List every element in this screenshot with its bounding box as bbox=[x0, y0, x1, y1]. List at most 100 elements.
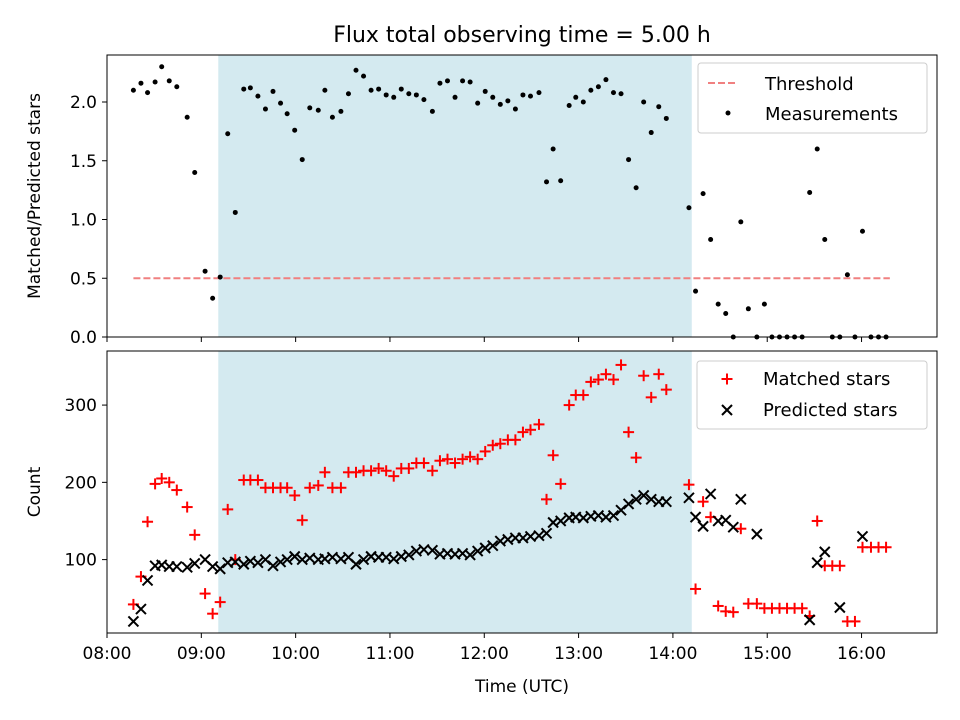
predicted-star-point-b bbox=[637, 489, 650, 502]
matched-star-point bbox=[214, 596, 226, 608]
predicted-star-point-b bbox=[502, 533, 514, 546]
matched-star-point bbox=[600, 368, 612, 380]
matched-star-point bbox=[434, 455, 446, 467]
matched-star-point bbox=[189, 529, 201, 541]
matched-star-point bbox=[487, 439, 499, 451]
predicted-star-point-b bbox=[350, 558, 362, 570]
measurement-point bbox=[527, 93, 533, 99]
bottom-panel: 08:00 09:00 10:00 11:00 12:00 13:00 14:00 15:00… bbox=[25, 350, 938, 697]
measurement-point bbox=[421, 97, 427, 103]
measurement-point bbox=[437, 80, 443, 86]
predicted-star-point bbox=[630, 493, 642, 506]
predicted-star-point-b bbox=[494, 535, 507, 547]
bottom-panel-marks bbox=[127, 359, 892, 628]
predicted-star-point bbox=[471, 545, 484, 557]
predicted-star-point bbox=[554, 515, 567, 527]
measurement-point bbox=[663, 115, 669, 121]
measurement-point bbox=[152, 79, 158, 85]
predicted-star-point bbox=[735, 493, 747, 506]
x-tick-label: 16:00 bbox=[837, 644, 886, 664]
predicted-star-point-b bbox=[751, 528, 763, 540]
matched-star-point bbox=[653, 368, 665, 380]
matched-star-point bbox=[607, 374, 619, 386]
matched-star-point bbox=[171, 484, 183, 496]
predicted-star-point-b bbox=[524, 530, 537, 543]
predicted-star-point bbox=[479, 542, 491, 554]
predicted-star-point bbox=[856, 530, 869, 543]
y-tick-label: 1.5 bbox=[70, 152, 97, 172]
matched-star-point bbox=[388, 470, 400, 482]
measurement-point bbox=[255, 93, 261, 99]
predicted-star-point-b bbox=[326, 551, 339, 563]
predicted-star-point-b bbox=[426, 544, 439, 557]
predicted-star-point-b bbox=[189, 557, 201, 570]
bottom-legend: Matched stars Predicted stars bbox=[696, 360, 928, 430]
matched-star-point bbox=[811, 515, 823, 527]
predicted-star-point-b bbox=[689, 511, 702, 523]
predicted-star-point-b bbox=[135, 603, 147, 615]
measurement-point bbox=[544, 179, 550, 185]
x-tick-label: 14:00 bbox=[648, 644, 697, 664]
y-tick-label: 2.0 bbox=[70, 93, 97, 113]
matched-star-point bbox=[403, 462, 415, 474]
matched-star-point bbox=[335, 482, 347, 494]
predicted-star-point-b bbox=[222, 556, 234, 569]
predicted-star-point-b bbox=[517, 532, 529, 544]
x-tick-label: 12:00 bbox=[460, 644, 509, 664]
measurement-point bbox=[307, 105, 313, 111]
predicted-star-point-b bbox=[819, 546, 831, 558]
matched-star-point bbox=[880, 541, 892, 553]
matched-star-point bbox=[281, 482, 293, 494]
predicted-star-point bbox=[357, 553, 370, 566]
predicted-star-point bbox=[274, 556, 287, 568]
matched-star-point bbox=[712, 600, 724, 612]
measurement-point bbox=[406, 91, 412, 97]
predicted-star-point bbox=[281, 553, 293, 566]
x-axis-label: Time (UTC) bbox=[474, 677, 569, 697]
legend-matched-label: Matched stars bbox=[763, 369, 890, 390]
measurement-point bbox=[656, 104, 662, 110]
top-legend: Threshold Measurements bbox=[697, 62, 928, 134]
predicted-star-point bbox=[689, 511, 702, 523]
matched-star-point bbox=[524, 424, 536, 436]
measurement-point bbox=[345, 91, 351, 97]
predicted-star-point-b bbox=[856, 530, 869, 543]
predicted-star-point-b bbox=[712, 515, 724, 527]
predicted-star-point bbox=[660, 495, 673, 508]
matched-star-point bbox=[449, 457, 461, 469]
y-tick-label: 200 bbox=[65, 473, 97, 493]
measurement-point bbox=[648, 130, 654, 136]
predicted-star-point-b bbox=[547, 516, 559, 529]
measurement-point bbox=[184, 114, 190, 120]
predicted-star-point-b bbox=[683, 492, 695, 504]
measurement-point bbox=[210, 295, 216, 301]
y-tick-label: 0.5 bbox=[70, 269, 97, 289]
x-tick-label: 11:00 bbox=[365, 644, 414, 664]
predicted-star-point-b bbox=[410, 545, 423, 557]
matched-star-point bbox=[796, 602, 808, 614]
predicted-star-point-b bbox=[585, 510, 597, 523]
predicted-star-point bbox=[540, 527, 553, 540]
predicted-star-point-b bbox=[600, 511, 612, 523]
matched-star-point bbox=[252, 474, 264, 486]
measurement-point bbox=[368, 87, 374, 93]
matched-star-point bbox=[494, 438, 506, 450]
predicted-star-point-b bbox=[464, 549, 476, 561]
measurement-point bbox=[512, 106, 518, 112]
predicted-star-point-b bbox=[304, 552, 316, 564]
predicted-star-point-b bbox=[357, 553, 370, 566]
measurement-point bbox=[686, 205, 692, 211]
measurement-point bbox=[460, 78, 466, 84]
measurement-point bbox=[241, 86, 247, 92]
predicted-star-point bbox=[645, 493, 657, 506]
matched-star-point bbox=[697, 496, 709, 508]
matched-star-point bbox=[472, 453, 484, 465]
matched-star-point bbox=[834, 560, 846, 572]
matched-star-point bbox=[380, 465, 392, 477]
measurement-point bbox=[225, 131, 231, 137]
matched-star-point bbox=[541, 493, 553, 505]
predicted-star-point bbox=[388, 553, 400, 565]
predicted-star-point-b bbox=[449, 548, 461, 560]
matched-star-point bbox=[592, 374, 604, 386]
measurement-point bbox=[217, 274, 223, 280]
